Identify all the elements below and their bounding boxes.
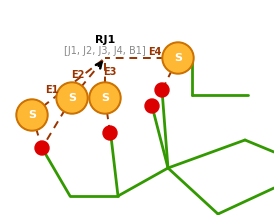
Text: E1: E1: [45, 85, 59, 95]
Text: [J1, J2, J3, J4, B1]: [J1, J2, J3, J4, B1]: [64, 46, 146, 56]
Circle shape: [162, 42, 194, 74]
Circle shape: [164, 44, 192, 72]
Text: S: S: [28, 110, 36, 120]
Circle shape: [18, 101, 46, 129]
Text: S: S: [101, 93, 109, 103]
Text: E3: E3: [103, 67, 117, 77]
Circle shape: [58, 84, 86, 112]
Text: RJ1: RJ1: [95, 35, 115, 45]
Circle shape: [103, 126, 117, 140]
Circle shape: [91, 84, 119, 112]
Circle shape: [155, 83, 169, 97]
Text: S: S: [174, 53, 182, 63]
Text: S: S: [68, 93, 76, 103]
Text: E2: E2: [71, 70, 85, 80]
Text: E4: E4: [148, 47, 162, 57]
Circle shape: [145, 99, 159, 113]
Circle shape: [35, 141, 49, 155]
Circle shape: [16, 99, 48, 131]
Circle shape: [56, 82, 88, 114]
Circle shape: [89, 82, 121, 114]
